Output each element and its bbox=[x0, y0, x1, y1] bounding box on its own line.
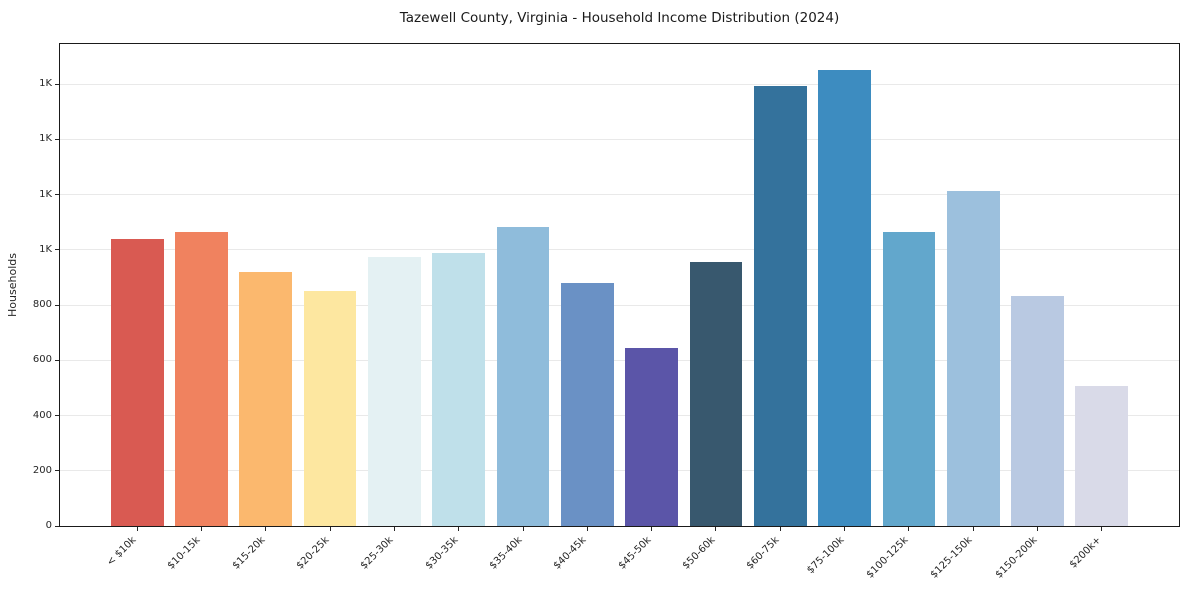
x-tick-mark bbox=[1037, 527, 1039, 531]
y-tick-label: 1K bbox=[39, 243, 52, 255]
bar bbox=[946, 190, 1000, 526]
y-tick-label: 600 bbox=[32, 354, 52, 366]
y-tick-mark bbox=[55, 83, 59, 85]
bar bbox=[368, 257, 421, 526]
y-tick-label: 0 bbox=[45, 520, 52, 531]
y-tick-label: 1K bbox=[39, 78, 52, 90]
y-tick-mark bbox=[55, 470, 59, 472]
gridline bbox=[60, 470, 1179, 472]
x-tick-mark bbox=[586, 527, 588, 531]
x-tick-mark bbox=[908, 527, 910, 531]
bar bbox=[303, 290, 357, 526]
y-tick-mark bbox=[55, 525, 59, 527]
bar bbox=[175, 231, 228, 526]
y-tick-mark bbox=[55, 415, 59, 416]
x-tick-mark bbox=[393, 527, 395, 531]
gridline bbox=[60, 304, 1179, 306]
gridline bbox=[60, 415, 1179, 416]
y-tick-label: 800 bbox=[32, 299, 52, 311]
x-tick-mark bbox=[1101, 527, 1103, 531]
x-tick-label: < $10k bbox=[105, 534, 139, 569]
gridline bbox=[60, 249, 1179, 251]
bar bbox=[818, 69, 871, 526]
x-tick-mark bbox=[972, 527, 974, 531]
bar bbox=[1011, 295, 1064, 526]
plot-area: 0 200 400 600 800 1K 1K 1K 1K < $10k $10-15k $15-20… bbox=[33, 43, 1180, 581]
bar bbox=[625, 347, 679, 526]
gridline bbox=[60, 194, 1179, 196]
chart-title: Tazewell County, Virginia - Household In… bbox=[399, 10, 840, 26]
x-tick-mark bbox=[329, 527, 331, 531]
gridline bbox=[60, 359, 1179, 361]
x-tick-mark bbox=[136, 527, 138, 531]
gridline bbox=[60, 138, 1179, 140]
y-tick-mark bbox=[55, 304, 59, 306]
bar bbox=[1075, 386, 1129, 526]
bar bbox=[110, 239, 164, 526]
bar bbox=[432, 253, 486, 526]
y-tick-mark bbox=[55, 138, 59, 140]
x-tick-mark bbox=[651, 527, 653, 531]
bar bbox=[496, 227, 550, 526]
x-tick-mark bbox=[844, 527, 846, 531]
y-tick-mark bbox=[55, 249, 59, 251]
x-tick-mark bbox=[522, 527, 524, 531]
x-tick-mark bbox=[715, 527, 717, 531]
x-tick-mark bbox=[200, 527, 202, 531]
y-tick-label: 1K bbox=[39, 133, 52, 145]
y-tick-label: 400 bbox=[32, 409, 52, 421]
bar bbox=[882, 231, 936, 526]
bar bbox=[689, 262, 743, 526]
y-tick-mark bbox=[55, 359, 59, 361]
x-tick-mark bbox=[458, 527, 460, 531]
bar bbox=[753, 85, 807, 526]
y-tick-label: 200 bbox=[32, 464, 52, 476]
gridline bbox=[60, 83, 1179, 85]
bar bbox=[560, 282, 614, 526]
bar bbox=[239, 272, 293, 526]
x-tick-mark bbox=[779, 527, 781, 531]
y-tick-label: 1K bbox=[39, 188, 52, 200]
x-tick-mark bbox=[265, 527, 267, 531]
y-tick-mark bbox=[55, 194, 59, 196]
